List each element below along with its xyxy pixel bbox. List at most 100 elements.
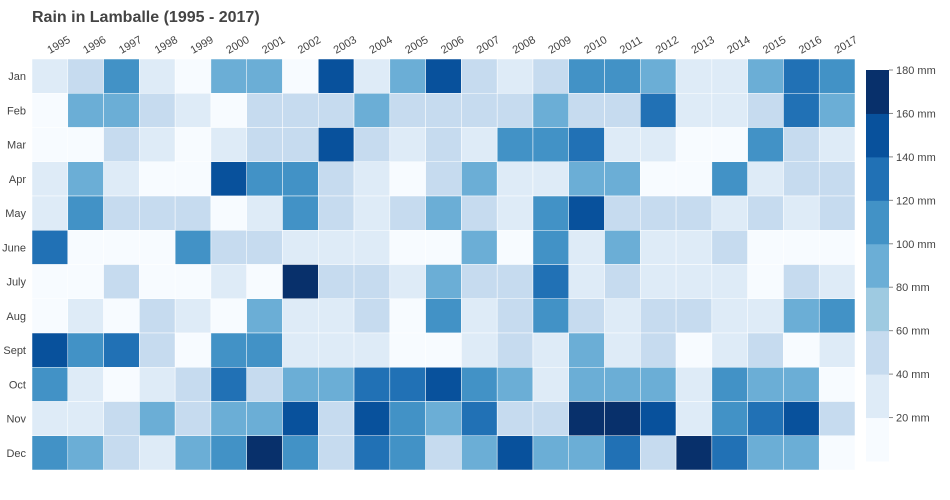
heatmap-cell	[711, 195, 748, 231]
heatmap-cell	[103, 435, 140, 471]
heatmap-cell	[461, 93, 498, 128]
y-tick-label: Sept	[3, 345, 26, 357]
heatmap-cell	[353, 58, 391, 94]
heatmap-cell	[425, 195, 462, 231]
heatmap-cell	[210, 195, 247, 231]
heatmap-cell	[818, 332, 856, 368]
heatmap-cell	[103, 230, 140, 265]
heatmap-cell	[461, 435, 498, 471]
heatmap-cell	[461, 195, 498, 231]
heatmap-cell	[747, 127, 784, 162]
heatmap-cell	[103, 58, 140, 94]
legend-color-band	[866, 243, 889, 288]
y-tick-label: Aug	[6, 311, 26, 323]
heatmap-cell	[210, 264, 247, 299]
heatmap-cell	[210, 127, 247, 162]
heatmap-cell	[389, 161, 426, 197]
heatmap-cell	[67, 127, 104, 162]
legend-color-band	[866, 113, 889, 158]
heatmap-cell	[604, 298, 641, 334]
heatmap-cell	[496, 298, 534, 334]
heatmap-cell	[246, 332, 283, 368]
heatmap-cell	[67, 195, 104, 231]
heatmap-cell	[282, 58, 319, 94]
heatmap-cell	[640, 161, 677, 197]
heatmap-cell	[461, 161, 498, 197]
heatmap-cell	[747, 298, 784, 334]
heatmap-cell	[532, 435, 569, 471]
heatmap-cell	[532, 332, 569, 368]
heatmap-cell	[711, 161, 748, 197]
heatmap-cell	[139, 127, 176, 162]
heatmap-cell	[675, 298, 713, 334]
heatmap-cell	[353, 230, 391, 265]
heatmap-cell	[532, 93, 569, 128]
heatmap-cell	[496, 93, 534, 128]
x-tick-label: 2004	[367, 34, 394, 57]
heatmap-cell	[783, 58, 820, 94]
heatmap-cell	[818, 264, 856, 299]
heatmap-cell	[67, 230, 104, 265]
heatmap-cell	[210, 93, 247, 128]
y-tick-label: Dec	[6, 448, 26, 460]
heatmap-cell	[604, 58, 641, 94]
heatmap-cell	[818, 367, 856, 402]
heatmap-cell	[246, 93, 283, 128]
heatmap-cell	[103, 367, 140, 402]
heatmap-cell	[174, 93, 212, 128]
legend-label: 20 mm	[896, 413, 930, 425]
heatmap-cell	[246, 195, 283, 231]
heatmap-cell	[282, 161, 319, 197]
heatmap-cell	[675, 195, 713, 231]
legend-color-band	[866, 330, 889, 375]
heatmap-cell	[282, 332, 319, 368]
heatmap-cell	[246, 127, 283, 162]
heatmap-cell	[532, 161, 569, 197]
y-tick-label: Oct	[9, 379, 26, 391]
heatmap-cell	[246, 58, 283, 94]
heatmap-cell	[103, 332, 140, 368]
heatmap-cell	[139, 161, 176, 197]
heatmap-cell	[318, 332, 355, 368]
heatmap-cell	[461, 332, 498, 368]
heatmap-cell	[353, 195, 391, 231]
heatmap-cell	[747, 332, 784, 368]
heatmap-cell	[568, 58, 605, 94]
heatmap-cell	[818, 195, 856, 231]
heatmap-cell	[675, 230, 713, 265]
heatmap-cell	[568, 264, 605, 299]
heatmap-cell	[496, 435, 534, 471]
heatmap-cell	[246, 435, 283, 471]
heatmap-cell	[282, 127, 319, 162]
heatmap-cell	[353, 127, 391, 162]
heatmap-cell	[31, 332, 69, 368]
heatmap-cell	[389, 401, 426, 436]
heatmap-cell	[103, 401, 140, 436]
heatmap-cell	[711, 401, 748, 436]
heatmap-cell	[139, 435, 176, 471]
heatmap-cell	[818, 230, 856, 265]
heatmap-cell	[210, 230, 247, 265]
heatmap-cell	[139, 195, 176, 231]
heatmap-cell	[461, 127, 498, 162]
heatmap-cell	[139, 367, 176, 402]
heatmap-cell	[389, 367, 426, 402]
x-tick-label: 2011	[618, 34, 644, 56]
heatmap-cell	[174, 127, 212, 162]
heatmap-cell	[103, 161, 140, 197]
y-tick-label: Apr	[9, 174, 26, 186]
chart-title: Rain in Lamballe (1995 - 2017)	[32, 9, 260, 26]
heatmap-cell	[318, 195, 355, 231]
heatmap-cell	[67, 298, 104, 334]
heatmap-cell	[604, 93, 641, 128]
legend-label: 160 mm	[896, 108, 936, 120]
heatmap-cell	[604, 367, 641, 402]
heatmap-cell	[783, 93, 820, 128]
heatmap-cell	[496, 332, 534, 368]
heatmap-cell	[783, 298, 820, 334]
heatmap-cell	[532, 58, 569, 94]
legend-label: 80 mm	[896, 282, 930, 294]
legend-label: 140 mm	[896, 152, 936, 164]
heatmap-cell	[31, 58, 69, 94]
heatmap-cell	[353, 332, 391, 368]
